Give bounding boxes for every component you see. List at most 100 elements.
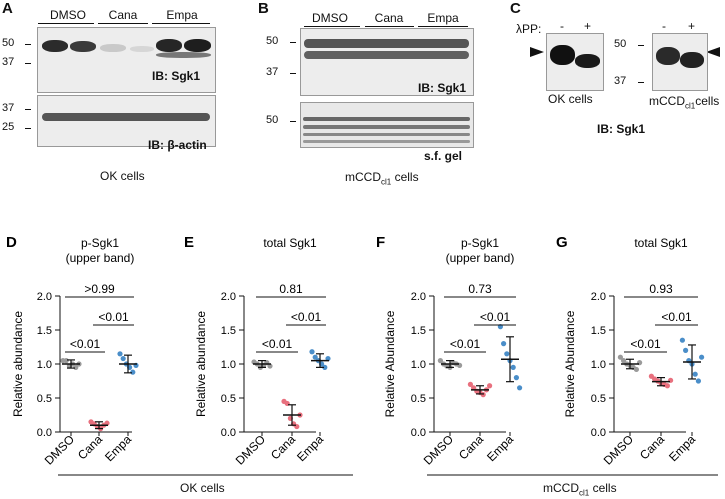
mw-25: 25 — [2, 121, 15, 133]
y-tick-label: 1.0 — [411, 359, 426, 371]
mw-tick — [25, 109, 31, 110]
lane-label-empa: Empa — [427, 11, 459, 25]
data-point — [504, 351, 510, 357]
ib-label: IB: β-actin — [148, 138, 207, 152]
x-tick-label: Empa — [102, 432, 134, 464]
y-tick-label: 1.0 — [591, 359, 606, 371]
y-tick-label: 0.0 — [221, 427, 236, 439]
lpp-plus: + — [688, 19, 696, 33]
group-sub: cl1 — [579, 488, 590, 498]
y-tick-label: 1.5 — [411, 325, 426, 337]
ib-suffix: -actin — [174, 138, 207, 152]
caption-tail: cells — [695, 94, 720, 108]
y-tick-label: 0.0 — [37, 427, 52, 439]
p-value-label: <0.01 — [291, 310, 322, 324]
lane-underline — [152, 23, 210, 24]
chart-title: total Sgk1 — [263, 236, 317, 250]
lane-label-dmso: DMSO — [312, 11, 348, 25]
lpp-label: λPP: — [516, 22, 542, 36]
data-point — [487, 383, 493, 389]
panel-label-g: G — [556, 234, 568, 251]
data-point — [633, 366, 640, 373]
data-point — [467, 381, 473, 387]
data-point — [695, 378, 702, 384]
data-point — [73, 364, 79, 370]
panel-label-b: B — [258, 0, 269, 17]
blot-b-sgk1 — [300, 28, 474, 96]
p-value-label: 0.81 — [279, 282, 303, 296]
mw-50: 50 — [266, 35, 279, 47]
blot-c-ok — [546, 33, 604, 91]
y-tick-label: 0.5 — [37, 393, 52, 405]
data-point — [120, 355, 126, 362]
caption-mccd-cells: mCCDcl1 cells — [345, 170, 419, 186]
mw-37: 37 — [2, 56, 15, 68]
panel-label-f: F — [376, 234, 385, 251]
y-tick-label: 0.0 — [411, 427, 426, 439]
chart-subtitle: (upper band) — [66, 251, 135, 265]
y-tick-label: 1.0 — [221, 359, 236, 371]
blot-b-gel — [300, 102, 474, 148]
x-tick-label: Cana — [637, 432, 667, 462]
data-point — [679, 337, 686, 343]
y-tick-label: 0.5 — [221, 393, 236, 405]
group-main: mCCD — [543, 481, 579, 495]
lane-underline — [98, 23, 148, 24]
ib-label: IB: Sgk1 — [152, 69, 201, 83]
data-point — [309, 349, 315, 355]
y-tick-label: 1.5 — [37, 325, 52, 337]
panel-label-c: C — [510, 0, 521, 17]
ib-label: IB: Sgk1 — [418, 81, 467, 95]
mw-tick — [290, 42, 296, 43]
lane-label-cana: Cana — [108, 8, 138, 22]
data-point — [322, 364, 328, 370]
lane-underline — [418, 26, 468, 27]
caption-main: mCCD — [345, 170, 381, 184]
data-point — [664, 383, 671, 389]
lane-label-empa: Empa — [166, 8, 198, 22]
y-tick-label: 1.0 — [37, 359, 52, 371]
caption-main: mCCD — [649, 94, 685, 108]
mw-50: 50 — [2, 37, 15, 49]
y-tick-label: 2.0 — [591, 291, 606, 303]
p-value-label: <0.01 — [480, 310, 511, 324]
y-tick-label: 2.0 — [221, 291, 236, 303]
lane-underline — [365, 26, 414, 27]
data-point — [510, 364, 516, 370]
blot-c-mccd — [652, 33, 708, 91]
y-tick-label: 2.0 — [37, 291, 52, 303]
caption-tail: cells — [391, 170, 419, 184]
data-point — [117, 351, 123, 357]
gel-label: s.f. gel — [424, 149, 463, 163]
mw-37: 37 — [614, 75, 627, 87]
y-axis-label: Relative abundance — [194, 311, 208, 417]
x-tick-label: DMSO — [601, 432, 636, 467]
mw-50: 50 — [614, 38, 627, 50]
lpp-minus: - — [560, 19, 564, 33]
data-point — [501, 341, 507, 347]
mw-50: 50 — [266, 114, 279, 126]
chart-title: p-Sgk1 — [461, 236, 499, 250]
data-point — [63, 358, 69, 364]
lane-label-cana: Cana — [374, 11, 404, 25]
group-label-ok-cells: OK cells — [180, 481, 225, 495]
chart-subtitle: (upper band) — [446, 251, 515, 265]
p-value-label: <0.01 — [630, 337, 661, 351]
data-point — [480, 392, 486, 398]
caption-ok-cells: OK cells — [100, 169, 145, 183]
caption-ok-cells-c: OK cells — [548, 92, 593, 106]
lpp-minus: - — [662, 19, 666, 33]
ib-prefix: IB: — [148, 138, 168, 152]
group-label-mccd-cells: mCCDcl1 cells — [543, 481, 617, 497]
x-tick-label: Cana — [268, 432, 298, 462]
p-value-label: 0.73 — [468, 282, 492, 296]
p-value-label: <0.01 — [661, 310, 692, 324]
p-value-label: 0.93 — [649, 282, 673, 296]
mw-tick — [638, 82, 644, 83]
caption-sub: cl1 — [381, 177, 392, 187]
p-value-label: <0.01 — [70, 337, 101, 351]
ib-greek: β — [167, 138, 175, 152]
x-tick-label: Empa — [484, 432, 516, 464]
data-point — [517, 385, 523, 391]
